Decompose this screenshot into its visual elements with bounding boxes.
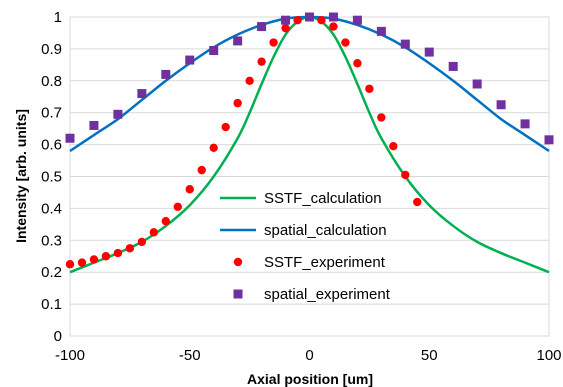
y-tick-label: 0.6 [41, 137, 62, 154]
data-point-SSTF_experiment [245, 76, 254, 86]
data-point-SSTF_experiment [329, 22, 338, 31]
y-tick-label: 0.1 [41, 296, 62, 313]
data-point-spatial_experiment [544, 135, 554, 145]
data-point-spatial_experiment [233, 36, 243, 46]
data-point-SSTF_experiment [197, 165, 206, 175]
data-point-spatial_experiment [161, 69, 171, 79]
legend-label: spatial_calculation [264, 222, 387, 239]
y-tick-label: 1 [54, 9, 62, 26]
data-point-SSTF_experiment [413, 197, 422, 207]
series-layer [65, 12, 554, 274]
data-point-SSTF_experiment [353, 59, 362, 68]
x-axis-title: Axial position [um] [247, 371, 373, 387]
data-point-SSTF_experiment [209, 143, 218, 152]
data-point-SSTF_experiment [89, 255, 99, 264]
x-tick-label: -50 [179, 347, 201, 364]
y-tick-label: 0.3 [41, 232, 62, 249]
data-point-spatial_experiment [400, 39, 410, 49]
data-point-spatial_experiment [328, 12, 338, 22]
data-point-SSTF_experiment [401, 170, 410, 180]
data-point-SSTF_experiment [65, 260, 75, 269]
data-point-SSTF_experiment [185, 185, 194, 194]
data-point-SSTF_experiment [341, 38, 350, 47]
y-tick-label: 0 [54, 328, 62, 345]
legend-swatch-spatial_experiment [233, 289, 243, 299]
data-point-SSTF_experiment [365, 84, 374, 93]
x-tick-label: -100 [55, 347, 85, 364]
data-point-SSTF_experiment [125, 244, 135, 253]
data-point-spatial_experiment [448, 61, 458, 71]
data-point-spatial_experiment [305, 12, 314, 22]
data-point-SSTF_experiment [317, 15, 326, 25]
legend-swatch-SSTF_experiment [233, 257, 243, 267]
data-point-spatial_experiment [352, 15, 362, 25]
data-point-SSTF_experiment [161, 216, 170, 226]
x-tick-label: 100 [536, 347, 561, 364]
data-point-spatial_experiment [185, 55, 195, 65]
data-point-SSTF_experiment [269, 38, 278, 47]
data-point-SSTF_experiment [137, 237, 147, 247]
x-tick-label: 0 [305, 347, 313, 364]
data-point-spatial_experiment [496, 100, 506, 110]
data-point-spatial_experiment [520, 119, 530, 129]
data-point-SSTF_experiment [257, 57, 266, 66]
x-tick-label: 50 [421, 347, 438, 364]
data-point-SSTF_experiment [221, 122, 230, 132]
x-tick-labels: -100 -50 0 50 100 [55, 347, 562, 364]
data-point-SSTF_experiment [173, 202, 182, 212]
data-point-SSTF_experiment [233, 98, 242, 108]
y-tick-label: 0.4 [41, 200, 62, 217]
legend-label: SSTF_experiment [264, 254, 386, 271]
data-point-spatial_experiment [281, 15, 291, 25]
y-tick-labels: 0 0.1 0.2 0.3 0.4 0.5 0.6 0.7 0.8 0.9 1 [41, 9, 62, 345]
y-axis-title: Intensity [arb. units] [13, 109, 29, 243]
data-point-spatial_experiment [472, 79, 482, 89]
data-point-SSTF_experiment [377, 113, 386, 122]
data-point-spatial_experiment [89, 120, 99, 130]
y-tick-label: 0.2 [41, 264, 62, 281]
data-point-SSTF_experiment [293, 15, 302, 25]
y-tick-label: 0.8 [41, 73, 62, 90]
data-point-spatial_experiment [257, 22, 267, 32]
data-point-SSTF_experiment [389, 141, 398, 151]
data-point-spatial_experiment [209, 45, 219, 55]
data-point-spatial_experiment [376, 26, 386, 36]
y-tick-label: 0.5 [41, 169, 62, 186]
data-point-SSTF_experiment [101, 252, 111, 261]
legend-label: SSTF_calculation [264, 190, 382, 207]
data-point-spatial_experiment [113, 109, 123, 119]
data-point-SSTF_experiment [77, 258, 87, 267]
y-tick-label: 0.9 [41, 41, 62, 58]
data-point-spatial_experiment [137, 89, 147, 99]
data-point-SSTF_experiment [149, 228, 159, 237]
data-point-SSTF_experiment [281, 23, 290, 33]
data-point-spatial_experiment [424, 47, 434, 57]
data-point-spatial_experiment [65, 133, 75, 143]
legend: SSTF_calculation spatial_calculation SSTF_… [220, 190, 391, 303]
y-tick-label: 0.7 [41, 105, 62, 122]
legend-label: spatial_experiment [264, 286, 391, 303]
data-point-SSTF_experiment [113, 248, 123, 258]
